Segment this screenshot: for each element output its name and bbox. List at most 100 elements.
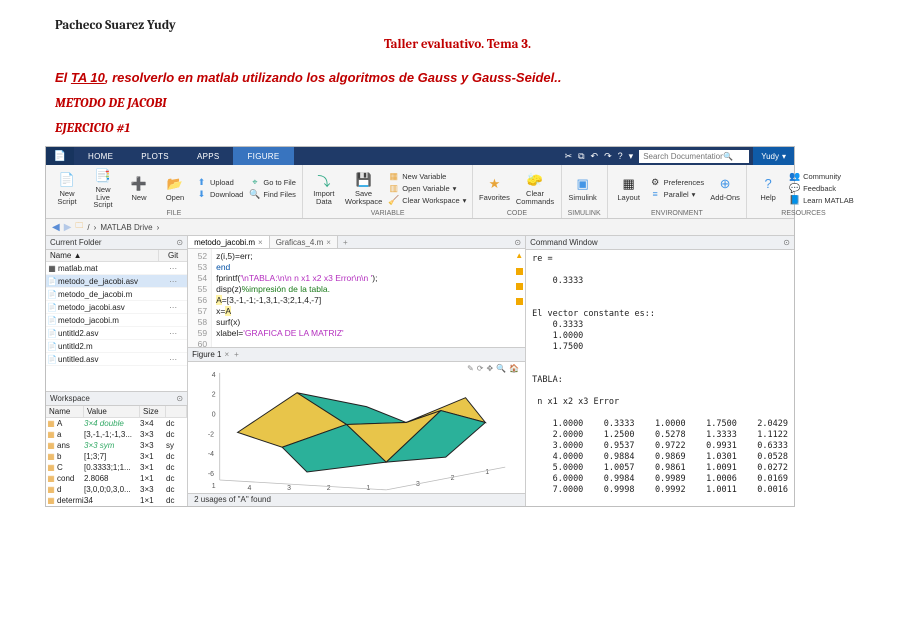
search-doc[interactable]: 🔍	[639, 150, 749, 163]
redo-icon[interactable]: ↷	[604, 151, 612, 162]
path-drive[interactable]: MATLAB Drive	[100, 223, 152, 232]
lint-marker[interactable]	[516, 283, 523, 290]
cut-icon[interactable]: ✂	[565, 151, 573, 162]
tab-figure[interactable]: FIGURE	[233, 147, 293, 165]
lint-marker[interactable]	[516, 268, 523, 275]
code-line[interactable]: end	[216, 262, 521, 273]
code-line[interactable]: z(i,5)=err;	[216, 251, 521, 262]
workspace-row[interactable]: ▦determi...341×1dc	[46, 495, 187, 506]
parallel-button[interactable]: ≡Parallel ▾	[650, 189, 704, 200]
code-line[interactable]: fprintf('\nTABLA:\n\n n x1 x2 x3 Error\n…	[216, 273, 521, 284]
workspace-row[interactable]: ▦ans3×3 sym3×3sy	[46, 440, 187, 451]
file-row[interactable]: 📄metodo_jacobi.asv⋯	[46, 301, 187, 314]
file-row[interactable]: 📄metodo_jacobi.m	[46, 314, 187, 327]
simulink-button[interactable]: ▣Simulink	[568, 167, 598, 209]
clear-commands-button[interactable]: 🧽Clear Commands	[515, 167, 554, 209]
file-row[interactable]: ▦matlab.mat⋯	[46, 262, 187, 275]
workspace-row[interactable]: ▦A3×4 double3×4dc	[46, 418, 187, 429]
gear-icon[interactable]: ⊙	[176, 238, 183, 247]
var-name: ans	[56, 441, 84, 450]
code-line[interactable]: disp(z)%impresión de la tabla.	[216, 284, 521, 295]
help-button[interactable]: ?Help	[753, 167, 783, 209]
upload-button[interactable]: ⬆Upload	[196, 177, 243, 188]
new-variable-button[interactable]: ▦New Variable	[388, 171, 466, 182]
file-row[interactable]: 📄untitld2.m	[46, 340, 187, 353]
feedback-icon: 💬	[789, 183, 800, 194]
code-line[interactable]: xlabel='GRAFICA DE LA MATRIZ'	[216, 328, 521, 339]
new-button[interactable]: ➕New	[124, 167, 154, 209]
workspace-row[interactable]: ▦b[1;3;7]3×1dc	[46, 451, 187, 462]
learn-button[interactable]: 📘Learn MATLAB	[789, 195, 854, 206]
addons-button[interactable]: ⊕Add-Ons	[710, 167, 740, 209]
gear-icon[interactable]: ⊙	[176, 394, 183, 403]
close-icon[interactable]: ×	[326, 238, 331, 247]
user-menu[interactable]: Yudy▾	[753, 147, 794, 165]
gear-icon[interactable]: ⊙	[514, 238, 525, 247]
lint-marker[interactable]	[516, 298, 523, 305]
goto-icon: ⌖	[249, 177, 260, 188]
editor-tab-1[interactable]: metodo_jacobi.m×	[188, 236, 270, 248]
favorites-button[interactable]: ★Favorites	[479, 167, 509, 209]
new-live-script-button[interactable]: 📑New Live Script	[88, 167, 118, 209]
zoomout-icon[interactable]: 🏠	[509, 364, 519, 373]
close-icon[interactable]: ×	[258, 238, 263, 247]
import-data-button[interactable]: ⤵Import Data	[309, 167, 339, 209]
brush-icon[interactable]: ✎	[467, 364, 474, 373]
editor-tab-2[interactable]: Graficas_4.m×	[270, 236, 338, 248]
matlab-logo-icon[interactable]: 📄	[46, 147, 74, 165]
command-window[interactable]: re = 0.3333 El vector constante es:: 0.3…	[526, 250, 794, 506]
layout-button[interactable]: ▦Layout	[614, 167, 644, 209]
file-row[interactable]: 📄untitled.asv⋯	[46, 353, 187, 366]
fwd-icon[interactable]: ▶	[64, 222, 72, 233]
copy-icon[interactable]: ⧉	[578, 151, 584, 162]
cf-col-git[interactable]: Git	[159, 250, 187, 261]
code-line[interactable]: A=[3,-1,-1;-1,3,1,-3;2,1,4,-7]	[216, 295, 521, 306]
workspace-row[interactable]: ▦d[3,0,0;0,3,0...3×3dc	[46, 484, 187, 495]
var-class: dc	[166, 463, 180, 472]
pan-icon[interactable]: ✥	[486, 364, 493, 373]
file-row[interactable]: 📄untitld2.asv⋯	[46, 327, 187, 340]
figure-canvas[interactable]: ✎ ⟳ ✥ 🔍 🏠 4 2 0 -2 -4	[188, 362, 525, 493]
undo-icon[interactable]: ↶	[591, 151, 599, 162]
status-bar: 2 usages of "A" found	[188, 493, 525, 506]
code-line[interactable]: surf(x)	[216, 317, 521, 328]
rotate-icon[interactable]: ⟳	[477, 364, 484, 373]
help-icon[interactable]: ?	[618, 151, 623, 161]
close-icon[interactable]: ×	[224, 350, 229, 359]
new-script-button[interactable]: 📄New Script	[52, 167, 82, 209]
find-files-button[interactable]: 🔍Find Files	[249, 189, 296, 200]
goto-file-button[interactable]: ⌖Go to File	[249, 177, 296, 188]
add-tab-icon[interactable]: +	[338, 238, 353, 247]
gear-icon[interactable]: ⊙	[783, 238, 790, 247]
folder-icon[interactable]: 🗀	[75, 220, 83, 234]
open-variable-button[interactable]: ▥Open Variable ▾	[388, 183, 466, 194]
clear-workspace-button[interactable]: 🧹Clear Workspace ▾	[388, 195, 466, 206]
tab-apps[interactable]: APPS	[183, 147, 234, 165]
tab-home[interactable]: HOME	[74, 147, 127, 165]
add-icon[interactable]: +	[234, 350, 239, 359]
community-button[interactable]: 👥Community	[789, 171, 854, 182]
preferences-button[interactable]: ⚙Preferences	[650, 177, 704, 188]
search-input[interactable]	[643, 152, 723, 161]
dropdown-icon[interactable]: ▾	[629, 151, 634, 162]
zoomin-icon[interactable]: 🔍	[496, 364, 506, 373]
workspace-row[interactable]: ▦C[0.3333;1;1...3×1dc	[46, 462, 187, 473]
search-icon[interactable]: 🔍	[723, 152, 733, 161]
path-root[interactable]: /	[87, 223, 89, 232]
workspace-row[interactable]: ▦a[3,-1,-1;-1,3...3×3dc	[46, 429, 187, 440]
code-line[interactable]: x=A	[216, 306, 521, 317]
ws-col-size[interactable]: Size	[140, 406, 166, 417]
download-button[interactable]: ⬇Download	[196, 189, 243, 200]
workspace-row[interactable]: ▦cond2.80681×1dc	[46, 473, 187, 484]
code-editor[interactable]: 525354555657585960 z(i,5)=err;endfprintf…	[188, 249, 525, 347]
file-row[interactable]: 📄metodo_de_jacobi.asv⋯	[46, 275, 187, 288]
open-button[interactable]: 📂Open	[160, 167, 190, 209]
cf-col-name[interactable]: Name ▲	[46, 250, 159, 261]
save-workspace-button[interactable]: 💾Save Workspace	[345, 167, 382, 209]
ws-col-value[interactable]: Value	[84, 406, 140, 417]
back-icon[interactable]: ◀	[52, 222, 60, 233]
feedback-button[interactable]: 💬Feedback	[789, 183, 854, 194]
ws-col-name[interactable]: Name	[46, 406, 84, 417]
file-row[interactable]: 📄metodo_de_jacobi.m	[46, 288, 187, 301]
tab-plots[interactable]: PLOTS	[127, 147, 183, 165]
